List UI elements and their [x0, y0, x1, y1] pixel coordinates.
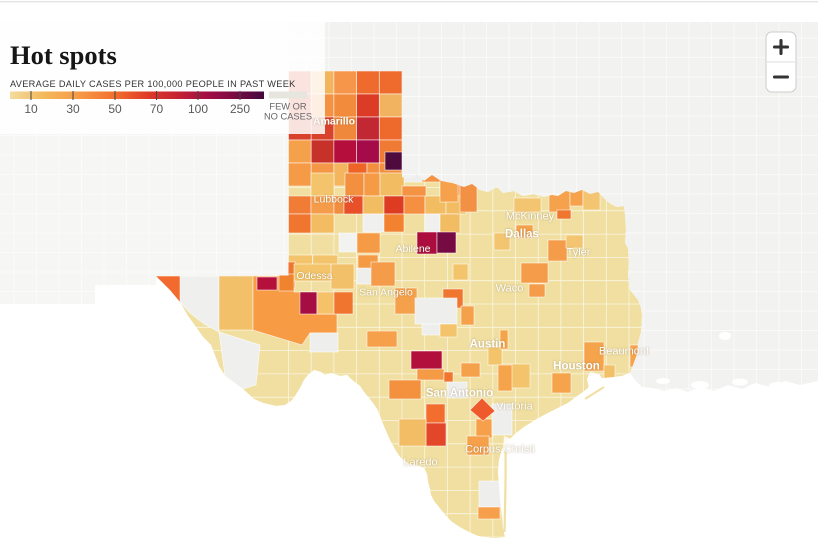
- svg-text:San Angelo: San Angelo: [359, 287, 413, 299]
- svg-text:NO CASES: NO CASES: [264, 112, 312, 122]
- svg-text:100: 100: [188, 102, 208, 116]
- svg-text:Dallas: Dallas: [505, 229, 539, 241]
- svg-text:Waco: Waco: [496, 283, 524, 295]
- svg-text:70: 70: [150, 102, 164, 116]
- svg-text:50: 50: [108, 102, 122, 116]
- svg-text:Laredo: Laredo: [403, 457, 437, 469]
- svg-text:Amarillo: Amarillo: [313, 116, 355, 128]
- svg-text:Corpus Christi: Corpus Christi: [465, 444, 535, 456]
- svg-text:FEW OR: FEW OR: [269, 102, 306, 112]
- svg-text:Tyler: Tyler: [567, 247, 591, 259]
- svg-text:30: 30: [66, 102, 80, 116]
- svg-text:McKinney: McKinney: [506, 211, 555, 223]
- svg-text:Odessa: Odessa: [296, 270, 332, 282]
- svg-text:AVERAGE DAILY CASES PER 100,00: AVERAGE DAILY CASES PER 100,000 PEOPLE I…: [10, 79, 296, 89]
- svg-text:San Antonio: San Antonio: [426, 388, 493, 400]
- svg-text:Hot spots: Hot spots: [10, 40, 117, 70]
- svg-text:Beaumont: Beaumont: [599, 346, 649, 358]
- svg-text:Houston: Houston: [553, 361, 600, 373]
- svg-text:Lubbock: Lubbock: [314, 194, 354, 206]
- svg-text:250: 250: [230, 102, 250, 116]
- svg-text:10: 10: [24, 102, 38, 116]
- svg-text:Victoria: Victoria: [496, 401, 533, 413]
- svg-text:Abilene: Abilene: [395, 243, 430, 255]
- svg-text:Austin: Austin: [470, 339, 506, 351]
